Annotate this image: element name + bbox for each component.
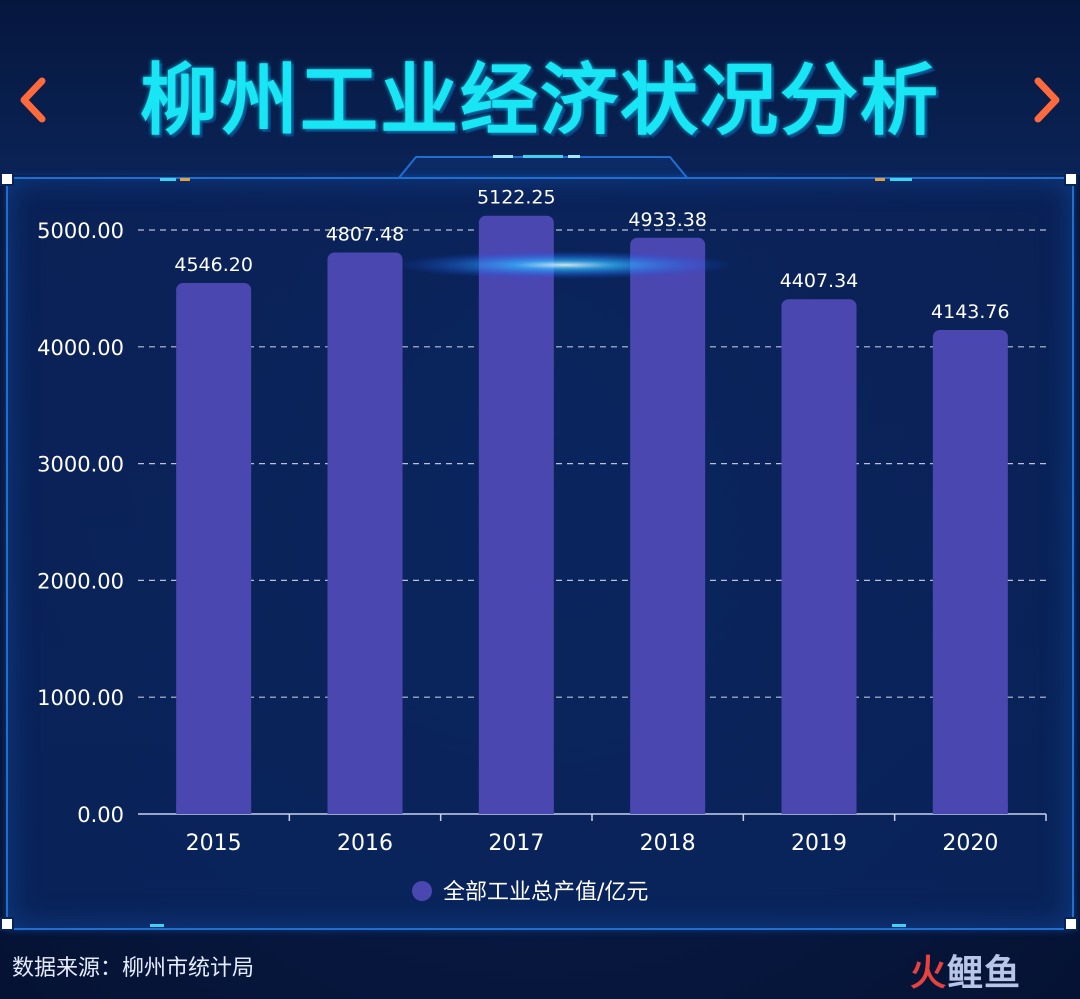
frame-corner-marker	[0, 917, 14, 931]
y-tick-label: 2000.00	[37, 569, 124, 593]
bar-base-2015	[176, 804, 252, 814]
bar-chart: 0.00 1000.00 2000.00 3000.00 4000.00 5000.00 4…	[37, 187, 1047, 905]
frame-corner-marker	[1064, 172, 1078, 186]
x-tick-label: 2015	[186, 831, 242, 856]
chevron-right-icon[interactable]	[1018, 70, 1078, 130]
bar-base-2016	[327, 804, 403, 814]
bar-2017	[478, 215, 554, 815]
legend-label: 全部工业总产值/亿元	[443, 880, 648, 905]
frame-accent	[180, 178, 190, 181]
frame-accent	[160, 178, 176, 181]
chevron-left-icon[interactable]	[2, 70, 62, 130]
bar-base-2018	[630, 804, 706, 814]
bar-base-2019	[781, 804, 857, 814]
x-tick-label: 2016	[337, 831, 393, 856]
bar-base-2020	[932, 804, 1008, 814]
bar-2020	[932, 330, 1008, 814]
frame-tab-decoration	[398, 155, 688, 179]
y-tick-label: 5000.00	[37, 219, 124, 243]
x-tick-label: 2019	[791, 831, 847, 856]
bar-2015	[176, 283, 252, 814]
y-tick-label: 0.00	[77, 803, 124, 827]
data-source-note: 数据来源：柳州市统计局	[12, 956, 255, 981]
glow-flare	[395, 251, 735, 279]
frame-accent	[150, 924, 164, 927]
header-band	[0, 0, 1080, 175]
frame-accent	[875, 178, 885, 181]
data-label: 4807.48	[326, 223, 405, 245]
x-tick-label: 2020	[942, 831, 998, 856]
bar-2016	[327, 252, 403, 815]
y-tick-label: 1000.00	[37, 686, 124, 710]
frame-accent	[892, 924, 906, 927]
bar-base-2017	[478, 804, 554, 814]
bar-2018	[630, 237, 706, 814]
frame-accent	[890, 178, 912, 181]
frame-corner-marker	[0, 172, 14, 186]
legend-marker	[412, 881, 432, 901]
data-label: 5122.25	[477, 187, 556, 209]
frame-corner-marker	[1064, 917, 1078, 931]
watermark-logo: 火鲤鱼	[910, 953, 1022, 994]
x-tick-label: 2017	[488, 831, 544, 856]
x-tick-label: 2018	[640, 831, 696, 856]
data-label: 4546.20	[174, 254, 253, 276]
data-label: 4933.38	[628, 209, 707, 231]
data-label: 4407.34	[780, 270, 859, 292]
y-tick-label: 3000.00	[37, 453, 124, 477]
y-tick-label: 4000.00	[37, 336, 124, 360]
bar-2019	[781, 299, 857, 815]
data-label: 4143.76	[931, 301, 1010, 323]
page-title: 柳州工业经济状况分析	[139, 56, 940, 146]
